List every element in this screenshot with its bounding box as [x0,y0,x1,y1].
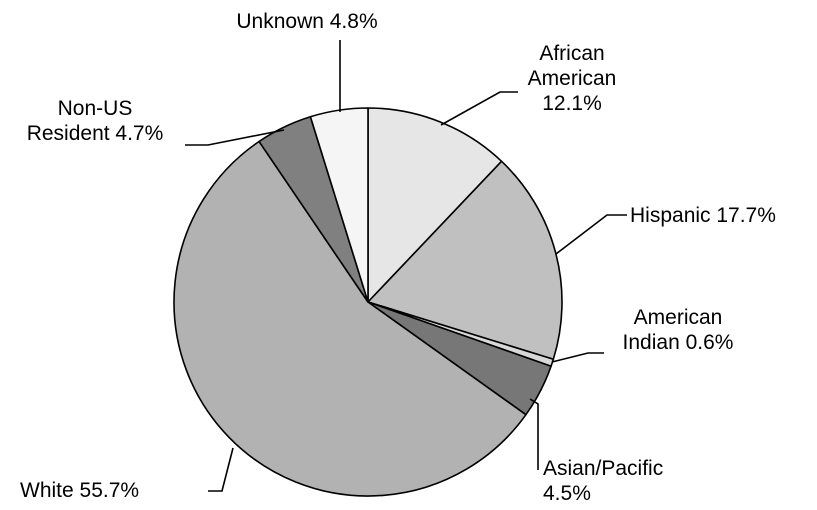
slice-label-american-indian: American Indian 0.6% [623,306,734,354]
pie-slice-african-american [367,107,503,303]
leader-line-hispanic [555,214,627,255]
slice-label-white: White 55.7% [20,479,139,502]
leader-line-non-us-resident [185,129,285,146]
slice-label-hispanic: Hispanic 17.7% [630,204,776,227]
leader-line-american-indian [551,352,604,363]
slice-label-non-us-resident: Non-US Resident 4.7% [27,97,164,145]
slice-label-asian-pacific: Asian/Pacific 4.5% [543,457,663,505]
pie-slice-white [173,140,527,497]
leader-line-white [208,447,234,492]
pie-slices [173,107,563,497]
pie-slice-unknown [309,107,369,303]
slice-label-unknown: Unknown 4.8% [236,10,377,33]
leader-lines [185,40,627,492]
leader-line-asian-pacific [529,398,539,470]
slice-labels: African American 12.1% Hispanic 17.7% Americ… [20,10,776,505]
pie-slice-hispanic [367,160,563,361]
slice-label-african-american: African American 12.1% [528,42,617,115]
leader-line-african-american [440,91,518,126]
